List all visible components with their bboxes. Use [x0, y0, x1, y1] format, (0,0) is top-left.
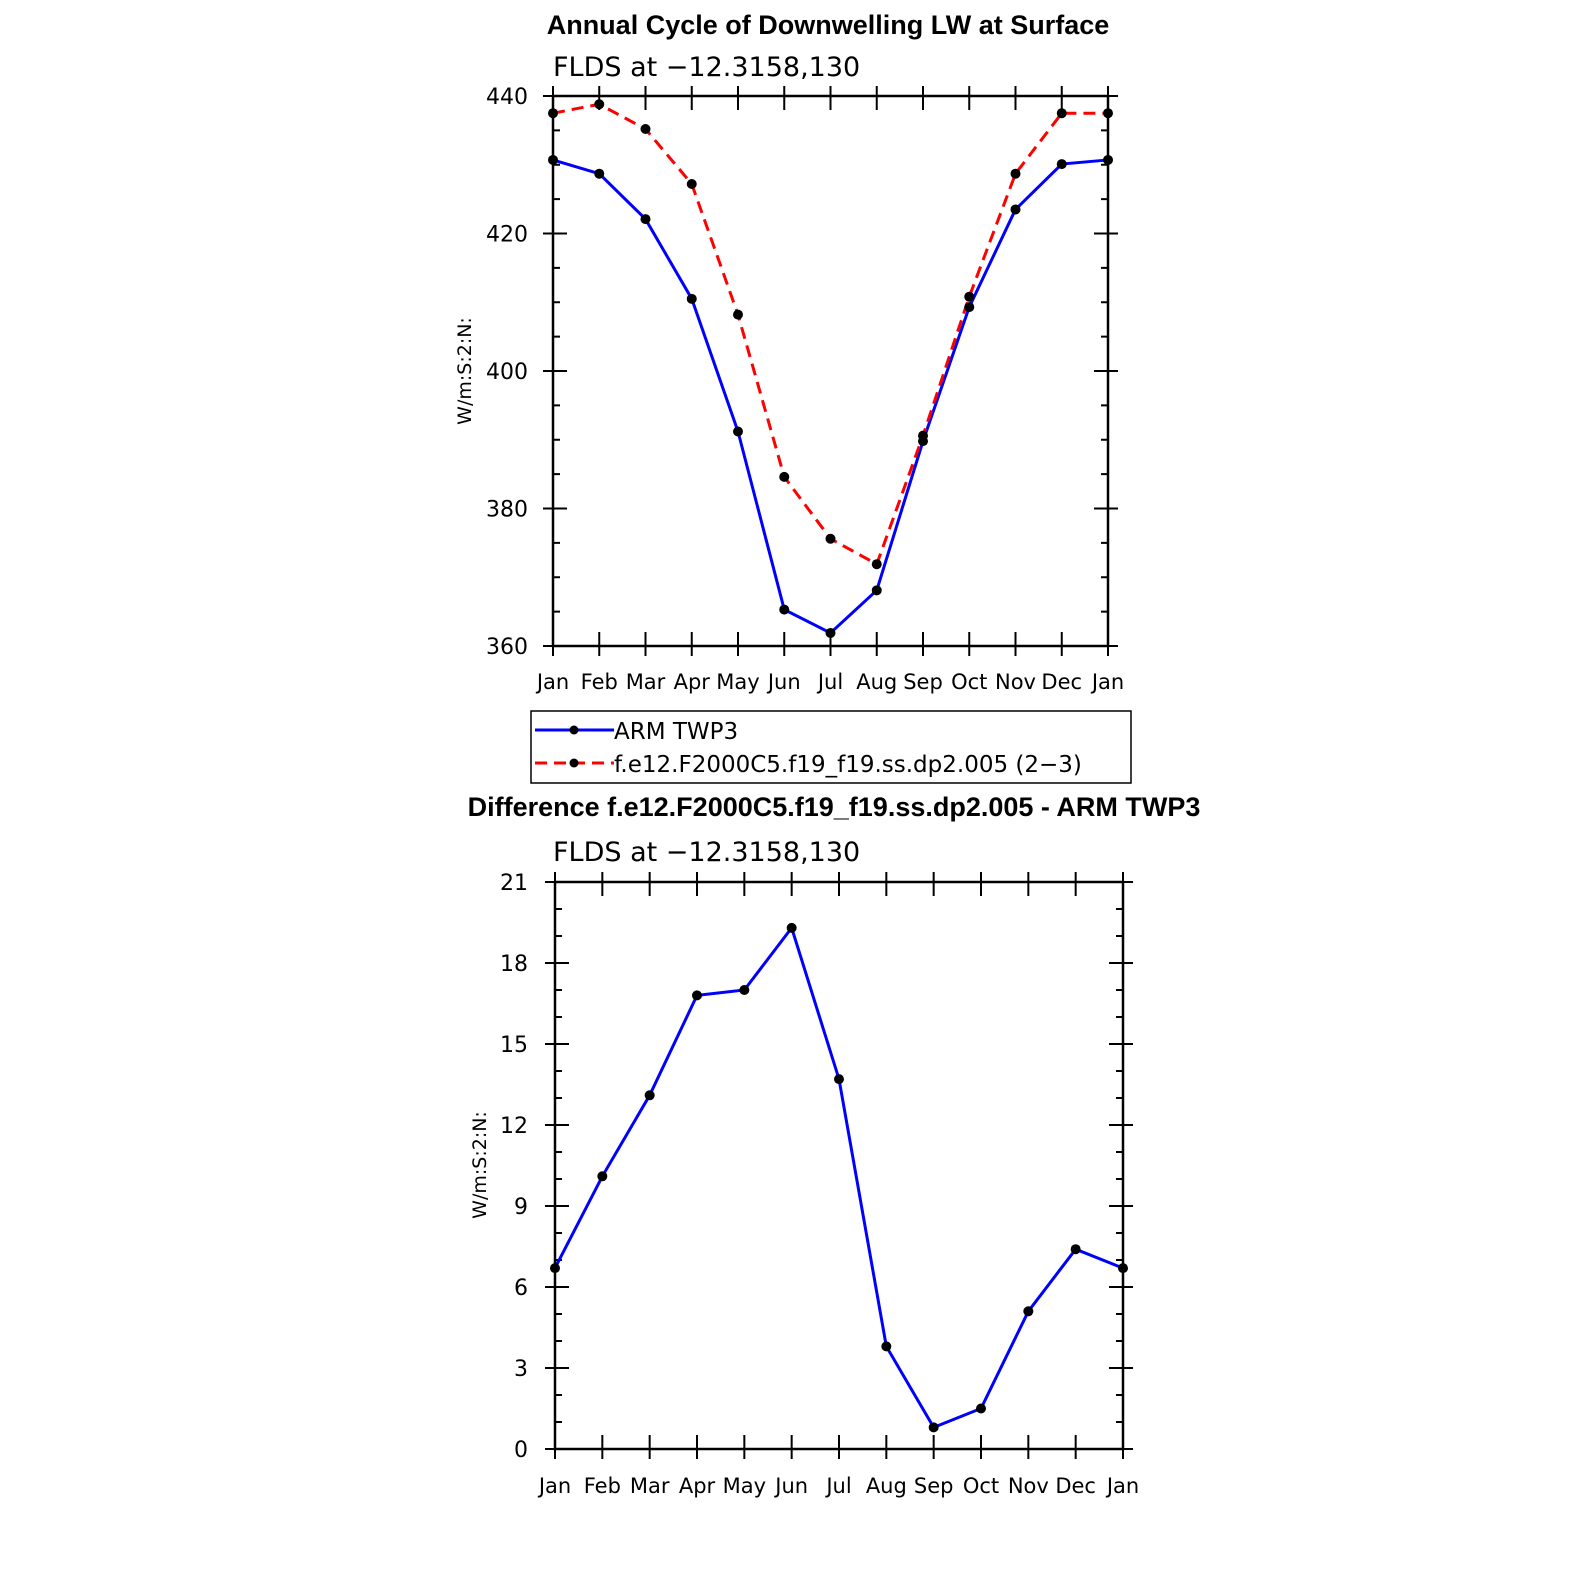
- chart2-ytick-label: 0: [514, 1438, 528, 1463]
- chart1-point-1-6: [825, 533, 836, 544]
- chart2-xtick-label: May: [723, 1474, 766, 1498]
- chart2-xtick-label: Dec: [1055, 1474, 1096, 1498]
- chart1-xtick-label: Aug: [856, 670, 897, 694]
- chart1-ytick-label: 440: [486, 85, 528, 110]
- chart1-point-0-2: [640, 214, 651, 225]
- chart2-ticks: Jan Feb Mar Apr May Jun Jul Aug Sep Oct Nov Dec Jan 0…: [500, 871, 1139, 1498]
- chart2-xtick-label: Jan: [1105, 1474, 1139, 1498]
- chart1-point-1-2: [640, 124, 651, 134]
- chart2-xtick-label: Apr: [679, 1474, 716, 1498]
- chart1-point-0-5: [779, 604, 790, 615]
- chart1-subtitle: FLDS at −12.3158,130: [553, 52, 860, 83]
- chart2-xtick-label: Jul: [824, 1474, 851, 1498]
- chart1-point-0-4: [733, 426, 743, 437]
- chart1-point-1-3: [686, 179, 697, 189]
- chart2-point-0-7: [881, 1341, 892, 1352]
- chart2-series: [550, 922, 1128, 1433]
- chart1-ytick-label: 400: [486, 360, 528, 385]
- chart1-series-line-0: [552, 158, 1109, 635]
- chart2-point-0-10: [1023, 1306, 1034, 1317]
- chart1-point-0-7: [871, 585, 882, 596]
- legend: ARM TWP3 f.e12.F2000C5.f19_f19.ss.dp2.00…: [530, 710, 1132, 784]
- chart1-plot-frame: [551, 94, 1110, 648]
- legend-marker-model: [569, 758, 579, 768]
- chart2-plot-frame: [553, 880, 1125, 1451]
- chart2-ytick-label: 21: [500, 871, 528, 896]
- chart1-xtick-label: Jan: [1090, 670, 1124, 694]
- chart1-ytick-label: 360: [486, 635, 528, 660]
- chart1-xtick-label: Jul: [816, 670, 843, 694]
- chart2-point-0-3: [692, 990, 702, 1001]
- chart1-xtick-label: Oct: [951, 670, 987, 694]
- chart1-point-0-11: [1056, 159, 1067, 170]
- chart1-point-1-9: [964, 291, 975, 302]
- chart1-xtick-label: Nov: [995, 670, 1036, 694]
- chart2-xtick-label: Mar: [630, 1474, 670, 1498]
- chart1-xtick-label: Mar: [626, 670, 666, 694]
- legend-box: [530, 710, 1132, 784]
- chart1-ylabel: W/m:S:2:N:: [454, 317, 476, 425]
- chart2-xtick-label: Oct: [963, 1474, 999, 1498]
- chart1-point-1-8: [918, 430, 928, 441]
- chart1-title: Annual Cycle of Downwelling LW at Surfac…: [547, 10, 1110, 40]
- chart2-ytick-label: 18: [500, 952, 528, 977]
- chart1-xtick-label: Apr: [674, 670, 711, 694]
- chart1-xtick-label: Jan: [535, 670, 569, 694]
- chart2-point-0-11: [1070, 1244, 1081, 1255]
- chart2-xtick-label: Aug: [866, 1474, 907, 1498]
- legend-label-model: f.e12.F2000C5.f19_f19.ss.dp2.005 (2−3): [614, 752, 1082, 778]
- chart1-point-1-5: [779, 471, 790, 482]
- chart2-xtick-label: Feb: [584, 1474, 621, 1498]
- chart2-xtick-label: Jan: [537, 1474, 571, 1498]
- chart1-point-0-3: [686, 293, 697, 304]
- chart2-point-0-5: [786, 922, 797, 933]
- chart2-point-0-9: [976, 1403, 986, 1414]
- chart1-point-0-1: [594, 168, 605, 179]
- chart2-xtick-label: Sep: [914, 1474, 954, 1498]
- chart1-point-1-11: [1056, 108, 1067, 119]
- chart1-point-1-10: [1010, 168, 1021, 179]
- chart1-xtick-label: Jun: [766, 670, 801, 694]
- chart1-series: [548, 99, 1113, 638]
- chart1-point-1-4: [733, 309, 743, 320]
- chart2-title: Difference f.e12.F2000C5.f19_f19.ss.dp2.…: [468, 792, 1201, 822]
- chart2-ytick-label: 15: [500, 1033, 528, 1058]
- chart2-ytick-label: 12: [500, 1114, 528, 1139]
- chart-difference: Difference f.e12.F2000C5.f19_f19.ss.dp2.…: [468, 792, 1201, 1498]
- chart1-series-line-1: [552, 102, 1108, 567]
- chart2-point-0-4: [739, 985, 750, 995]
- chart2-point-0-2: [644, 1090, 655, 1101]
- chart1-point-1-1: [594, 99, 605, 110]
- chart2-point-0-6: [834, 1074, 844, 1085]
- chart1-xtick-label: Sep: [903, 670, 943, 694]
- chart2-subtitle: FLDS at −12.3158,130: [553, 837, 860, 868]
- legend-marker-arm: [569, 725, 579, 735]
- chart1-xtick-label: Dec: [1041, 670, 1082, 694]
- chart-annual-cycle: Annual Cycle of Downwelling LW at Surfac…: [454, 10, 1124, 694]
- chart1-xtick-label: Feb: [581, 670, 618, 694]
- chart2-xtick-label: Jun: [773, 1474, 808, 1498]
- chart2-series-line-0: [553, 924, 1124, 1430]
- chart1-xtick-label: May: [716, 670, 759, 694]
- chart1-point-0-10: [1010, 204, 1021, 215]
- chart2-xtick-label: Nov: [1008, 1474, 1049, 1498]
- chart1-point-1-7: [871, 559, 882, 570]
- legend-label-arm: ARM TWP3: [614, 719, 738, 745]
- chart1-ticks: Jan Feb Mar Apr May Jun Jul Aug Sep Oct Nov Dec Jan 3…: [486, 85, 1124, 694]
- chart2-ytick-label: 6: [514, 1276, 528, 1301]
- chart2-ytick-label: 3: [514, 1357, 528, 1382]
- chart2-ylabel: W/m:S:2:N:: [469, 1111, 491, 1219]
- chart1-point-0-9: [964, 302, 975, 313]
- chart1-point-0-6: [825, 627, 836, 638]
- chart1-ytick-label: 420: [486, 223, 528, 248]
- chart2-point-0-1: [597, 1171, 608, 1182]
- chart2-point-0-8: [928, 1422, 939, 1433]
- chart2-ytick-label: 9: [514, 1195, 528, 1220]
- chart1-ytick-label: 380: [486, 498, 528, 523]
